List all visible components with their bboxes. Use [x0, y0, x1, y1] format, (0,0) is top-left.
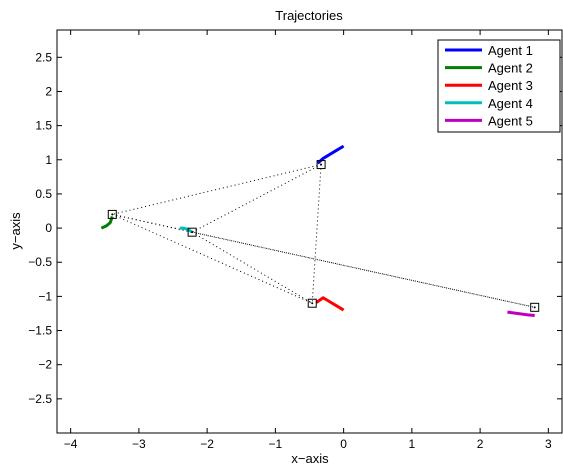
agent-marker-dot-2 — [111, 213, 114, 216]
y-tick-label: 1 — [45, 153, 52, 167]
y-tick-label: 0 — [45, 221, 52, 235]
y-tick-label: −2 — [38, 358, 52, 372]
trajectory-lines — [100, 144, 535, 318]
connection-line-1 — [112, 164, 322, 215]
x-tick-label: 0 — [340, 437, 347, 451]
agent-marker-square-5 — [530, 302, 540, 312]
y-axis-label: y−axis — [8, 212, 23, 250]
agent-marker-square-1 — [316, 160, 326, 170]
x-tick-label: −2 — [200, 437, 214, 451]
agent-markers — [107, 160, 540, 312]
connection-line-8 — [192, 231, 535, 308]
connection-line-2 — [191, 164, 322, 233]
x-tick-label: −4 — [64, 437, 78, 451]
x-tick-label: −3 — [132, 437, 146, 451]
legend-label-agent-1: Agent 1 — [488, 43, 533, 58]
x-tick-label: 3 — [545, 437, 552, 451]
x-tick-label: 2 — [477, 437, 484, 451]
trajectory-agent-5 — [507, 310, 535, 318]
agent-marker-square-2 — [107, 209, 117, 219]
y-tick-label: 2 — [45, 84, 52, 98]
connection-line-7 — [191, 231, 313, 304]
connection-line-5 — [112, 213, 313, 304]
y-tick-label: 2.5 — [35, 50, 52, 64]
chart-title: Trajectories — [275, 8, 343, 23]
agent-marker-dot-1 — [320, 163, 323, 166]
y-tick-label: −0.5 — [28, 255, 52, 269]
legend: Agent 1 Agent 2 Agent 3 Agent 4 Agent 5 — [437, 39, 561, 133]
plot-area-frame — [56, 29, 563, 434]
x-axis-label: x−axis — [291, 451, 329, 466]
y-tick-label: −1.5 — [28, 324, 52, 338]
x-axis-ticks: −4 −3 −2 −1 0 1 2 3 — [64, 30, 552, 451]
agent-marker-dot-4 — [191, 231, 194, 234]
agent-marker-square-4 — [187, 227, 197, 237]
legend-label-agent-5: Agent 5 — [488, 113, 533, 128]
y-tick-label: −2.5 — [28, 392, 52, 406]
connection-line-3 — [311, 164, 322, 304]
trajectory-agent-3 — [315, 296, 345, 312]
agent-marker-dot-5 — [533, 306, 536, 309]
legend-label-agent-4: Agent 4 — [488, 96, 533, 111]
y-tick-label: −1 — [38, 289, 52, 303]
legend-label-agent-3: Agent 3 — [488, 78, 533, 93]
y-tick-label: 0.5 — [35, 187, 52, 201]
y-tick-label: 1.5 — [35, 119, 52, 133]
trajectory-agent-1 — [316, 144, 345, 165]
x-tick-label: −1 — [269, 437, 283, 451]
x-tick-label: 1 — [409, 437, 416, 451]
trajectory-agent-2 — [100, 215, 114, 230]
y-axis-ticks: 2.5 2 1.5 1 0.5 0 −0.5 −1 −1.5 −2 −2.5 — [28, 50, 562, 406]
connection-line-6 — [112, 213, 535, 308]
agent-marker-square-3 — [307, 298, 317, 308]
legend-label-agent-2: Agent 2 — [488, 61, 533, 76]
connection-lines — [112, 164, 535, 308]
trajectory-agent-4 — [179, 226, 193, 234]
agent-marker-dot-3 — [311, 302, 314, 305]
